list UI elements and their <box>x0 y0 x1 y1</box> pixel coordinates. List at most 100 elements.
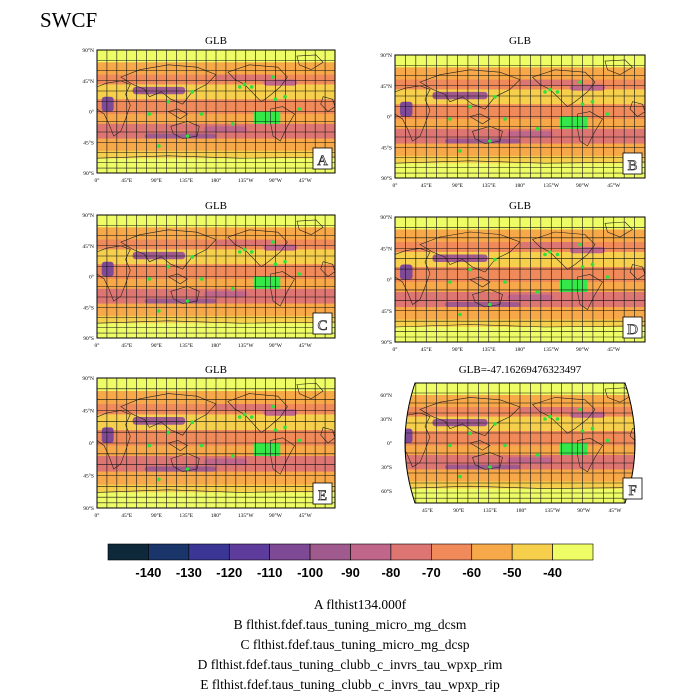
panel-letter: F <box>622 477 643 500</box>
coastline <box>320 261 335 277</box>
coastline <box>629 101 645 117</box>
coastline <box>395 160 645 174</box>
panel-f-title: GLB=-47.16269476323497 <box>458 364 582 376</box>
svg-text:A: A <box>317 153 328 169</box>
lon-tick-label: 45°E <box>422 507 434 514</box>
cloud-patch <box>400 101 413 117</box>
lon-tick-label: 45°E <box>121 342 133 349</box>
coastline <box>270 106 295 142</box>
station-dot <box>548 87 552 92</box>
lon-tick-label: 135°W <box>238 177 254 184</box>
station-dot <box>283 94 287 99</box>
lon-tick-label: 135°E <box>179 342 193 349</box>
cloud-patch <box>507 131 553 138</box>
station-dot <box>271 75 275 79</box>
lon-tick-label: 45°W <box>299 512 313 519</box>
lat-tick-label: 0° <box>387 440 392 447</box>
colorbar-swatch <box>471 543 513 561</box>
lat-tick-label: 60°N <box>380 392 392 399</box>
lon-tick-label: 45°E <box>121 512 133 519</box>
station-dot <box>580 265 585 269</box>
station-dot <box>605 275 610 279</box>
colorbar-label: -40 <box>543 565 562 580</box>
station-dot <box>493 257 497 262</box>
station-dot <box>157 144 161 148</box>
case-a: A flthist134.000f <box>0 597 700 613</box>
lat-tick-label: 90°S <box>381 339 392 346</box>
coastline <box>604 221 633 238</box>
colorbar-label: -140 <box>135 565 161 580</box>
coastline <box>419 397 521 437</box>
coastline <box>227 64 288 103</box>
station-dot <box>605 438 610 443</box>
panel-letter: C <box>312 312 333 335</box>
panel-letter: D <box>622 316 643 339</box>
svg-text:D: D <box>627 322 638 338</box>
coastline <box>97 489 335 504</box>
cloud-patch <box>204 291 247 298</box>
station-dot <box>590 99 595 104</box>
lon-tick-label: 90°W <box>577 507 591 514</box>
station-dot <box>147 277 152 281</box>
station-dot <box>468 431 472 436</box>
station-dot <box>190 255 194 259</box>
lat-tick-label: 0° <box>89 274 94 281</box>
lat-tick-label: 90°S <box>83 505 94 512</box>
lat-tick-label: 30°S <box>381 464 392 471</box>
station-dot <box>297 438 302 443</box>
station-dot <box>199 443 204 448</box>
lat-tick-label: 90°S <box>83 170 94 177</box>
svg-text:B: B <box>627 158 637 174</box>
station-dot <box>493 422 497 426</box>
coastline <box>577 437 603 473</box>
green-region <box>254 276 281 289</box>
panel-letter: B <box>622 152 643 175</box>
cloud-patch <box>144 133 216 139</box>
case-d: D flthist.fdef.taus_tuning_clubb_c_invrs… <box>0 657 700 673</box>
coastline <box>472 452 503 470</box>
case-e-text: E flthist.fdef.taus_tuning_clubb_c_invrs… <box>200 677 500 692</box>
coastline <box>120 393 217 436</box>
lon-tick-label: 135°W <box>238 512 254 519</box>
coastline <box>472 289 503 308</box>
case-c: C flthist.fdef.taus_tuning_micro_mg_dcsp <box>0 637 700 653</box>
station-dot <box>448 117 452 121</box>
lat-tick-label: 45°N <box>82 243 94 250</box>
station-dot <box>242 412 247 417</box>
cloud-patch <box>445 302 520 307</box>
coastline <box>296 219 324 236</box>
case-c-text: C flthist.fdef.taus_tuning_micro_mg_dcsp <box>240 637 470 652</box>
coastline <box>395 324 645 338</box>
coastline <box>170 453 200 472</box>
lon-tick-label: 135°W <box>543 346 559 353</box>
colorbar-swatch <box>107 543 149 561</box>
coastline <box>170 120 200 139</box>
cloud-patch <box>445 464 520 470</box>
station-dot <box>468 104 472 109</box>
lon-tick-label: 180° <box>211 512 221 519</box>
lon-tick-label: 135°W <box>238 342 254 349</box>
station-dot <box>185 467 190 471</box>
cloud-patch <box>570 247 605 254</box>
svg-text:E: E <box>318 488 327 504</box>
map-panel-a: A90°N45°N0°45°S90°S0° 45°E 90°E 135°E 180° 13… <box>82 47 336 184</box>
cloud-patch <box>101 96 114 112</box>
station-dot <box>543 90 547 94</box>
station-dot <box>273 262 278 267</box>
lon-tick-label: 180° <box>516 507 526 514</box>
lon-tick-label: 135°E <box>482 346 496 353</box>
colorbar-swatch <box>552 543 594 561</box>
case-b: B flthist.fdef.taus_tuning_micro_mg_dcsm <box>0 617 700 633</box>
coastline <box>97 155 335 169</box>
colorbar-swatch <box>350 543 392 561</box>
station-dot <box>543 417 547 421</box>
lon-tick-label: 90°E <box>151 342 163 349</box>
station-dot <box>230 122 235 126</box>
cloud-patch <box>445 138 520 144</box>
map-panel-d: D90°N45°N0°45°S90°S0° 45°E 90°E 135°E 180° 13… <box>380 214 646 353</box>
panel-c-title: GLB <box>205 200 227 212</box>
station-dot <box>147 443 152 448</box>
lon-tick-label: 90°W <box>576 182 590 189</box>
colorbar-swatch <box>511 543 553 561</box>
